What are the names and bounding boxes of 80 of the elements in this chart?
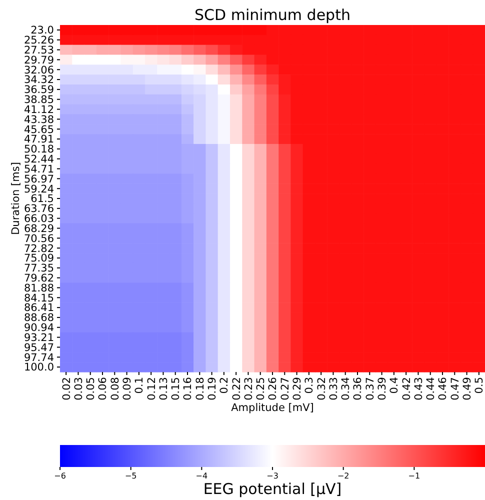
y-tick-label: 100.0	[24, 362, 54, 374]
y-tick-label: 90.94	[24, 322, 54, 334]
y-tick-label: 36.59	[24, 84, 54, 96]
x-tick-label: 0.44	[425, 376, 438, 400]
x-tick-label: 0.37	[364, 377, 376, 400]
x-tick-label: 0.12	[146, 377, 158, 400]
x-tick-label: 0.43	[412, 377, 425, 400]
y-tick-label: 41.12	[24, 104, 54, 116]
y-tick-label: 43.38	[24, 114, 54, 126]
y-tick-label: 93.21	[24, 332, 54, 344]
color-bar-label: −2	[337, 472, 350, 481]
y-tick-label: 47.91	[24, 134, 54, 146]
x-tick-label: 0.22	[230, 377, 243, 400]
y-tick-label: 54.71	[24, 163, 54, 176]
y-tick-label: 68.29	[24, 222, 54, 235]
y-axis-title: Duration [ms]	[10, 162, 22, 235]
x-tick-label: 0.34	[340, 376, 352, 400]
x-tick-label: 0.29	[291, 377, 304, 400]
y-tick-label: 25.26	[24, 34, 54, 47]
x-tick-label: 0.18	[194, 377, 206, 400]
chart-title: SCD minimum depth	[194, 6, 350, 24]
x-tick-label: 0.4	[388, 376, 401, 394]
x-tick-label: 0.03	[72, 377, 85, 400]
y-tick-label: 52.44	[24, 154, 54, 166]
x-tick-label: 0.5	[474, 377, 485, 394]
x-tick-label: 0.26	[267, 376, 280, 400]
x-tick-label: 0.36	[352, 376, 364, 400]
x-tick-label: 0.33	[328, 377, 340, 400]
x-tick-label: 0.05	[85, 377, 98, 400]
x-axis-title: Amplitude [mV]	[231, 402, 314, 414]
color-bar-label: −1	[408, 472, 420, 481]
x-tick-label: 0.2	[218, 377, 231, 394]
x-tick-label: 0.02	[60, 377, 73, 400]
x-tick-label: 0.25	[255, 377, 268, 400]
x-tick-label: 0.13	[158, 377, 170, 400]
y-tick-label: 50.18	[24, 144, 54, 156]
y-tick-label: 27.53	[24, 44, 54, 56]
x-tick-label: 0.08	[109, 377, 122, 400]
y-tick-label: 63.76	[24, 203, 54, 216]
x-tick-label: 0.3	[304, 377, 316, 394]
x-tick-label: 0.09	[121, 377, 134, 400]
color-bar-label: −3	[266, 472, 278, 481]
x-tick-label: 0.46	[437, 376, 450, 400]
y-tick-label: 79.62	[24, 272, 54, 284]
x-tick-label: 0.23	[242, 377, 255, 400]
color-bar-title: EEG potential [μV]	[203, 480, 342, 498]
y-tick-label: 45.65	[24, 124, 54, 136]
x-tick-label: 0.16	[182, 376, 194, 400]
x-tick-label: 0.49	[461, 377, 474, 400]
y-tick-label: 77.35	[24, 262, 54, 275]
y-tick-label: 72.82	[24, 242, 54, 255]
color-bar-label: −4	[196, 472, 208, 481]
y-tick-label: 34.32	[24, 74, 54, 86]
y-tick-label: 86.41	[24, 302, 54, 314]
y-tick-label: 23.0	[30, 24, 54, 37]
y-tick-label: 88.68	[24, 312, 54, 324]
x-tick-label: 0.19	[206, 377, 218, 400]
y-tick-label: 38.85	[24, 94, 54, 106]
x-tick-label: 0.39	[376, 377, 388, 400]
x-tick-label: 0.42	[400, 377, 413, 400]
y-tick-label: 61.5	[30, 193, 54, 206]
x-tick-label: 0.27	[279, 377, 292, 400]
y-tick-label: 66.03	[24, 213, 54, 226]
x-tick-label: 0.15	[170, 377, 182, 400]
y-tick-label: 59.24	[24, 183, 54, 196]
y-tick-label: 75.09	[24, 252, 54, 265]
y-tick-label: 70.56	[24, 232, 54, 245]
y-tick-label: 56.97	[24, 173, 54, 186]
y-tick-label: 97.74	[24, 352, 54, 364]
x-tick-label: 0.32	[316, 377, 328, 400]
x-tick-label: 0.1	[134, 377, 146, 394]
x-tick-label: 0.06	[97, 376, 110, 400]
y-tick-label: 81.88	[24, 282, 54, 294]
color-bar-label: −5	[124, 472, 137, 481]
y-tick-label: 32.06	[24, 64, 54, 76]
color-bar-label: −6	[54, 472, 66, 481]
y-tick-label: 95.47	[24, 342, 54, 354]
x-tick-label: 0.47	[449, 377, 462, 400]
y-tick-label: 84.15	[24, 292, 54, 304]
y-tick-label: 29.79	[24, 54, 54, 66]
